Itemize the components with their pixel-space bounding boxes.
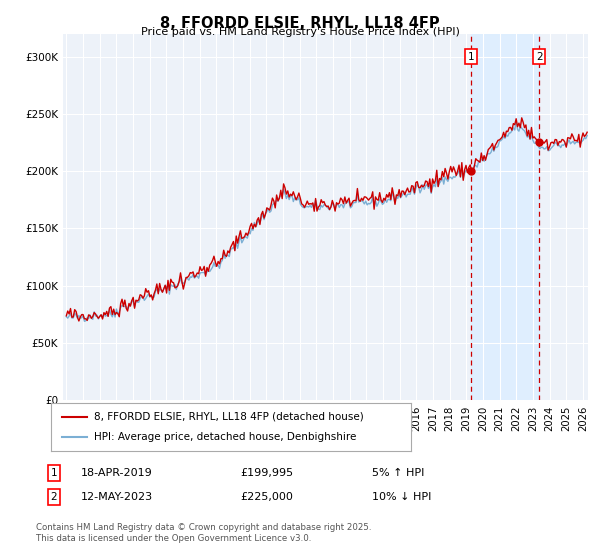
Text: 1: 1 xyxy=(468,52,475,62)
Text: £199,995: £199,995 xyxy=(240,468,293,478)
Text: 10% ↓ HPI: 10% ↓ HPI xyxy=(372,492,431,502)
Text: Price paid vs. HM Land Registry's House Price Index (HPI): Price paid vs. HM Land Registry's House … xyxy=(140,27,460,37)
Text: 12-MAY-2023: 12-MAY-2023 xyxy=(81,492,153,502)
Text: 2: 2 xyxy=(50,492,58,502)
Text: £225,000: £225,000 xyxy=(240,492,293,502)
Text: Contains HM Land Registry data © Crown copyright and database right 2025.
This d: Contains HM Land Registry data © Crown c… xyxy=(36,524,371,543)
Text: 1: 1 xyxy=(50,468,58,478)
Text: 8, FFORDD ELSIE, RHYL, LL18 4FP (detached house): 8, FFORDD ELSIE, RHYL, LL18 4FP (detache… xyxy=(94,412,364,422)
Text: 18-APR-2019: 18-APR-2019 xyxy=(81,468,153,478)
Text: 2: 2 xyxy=(536,52,542,62)
Text: 8, FFORDD ELSIE, RHYL, LL18 4FP: 8, FFORDD ELSIE, RHYL, LL18 4FP xyxy=(160,16,440,31)
Text: 5% ↑ HPI: 5% ↑ HPI xyxy=(372,468,424,478)
Bar xyxy=(471,34,539,400)
Text: HPI: Average price, detached house, Denbighshire: HPI: Average price, detached house, Denb… xyxy=(94,432,356,442)
